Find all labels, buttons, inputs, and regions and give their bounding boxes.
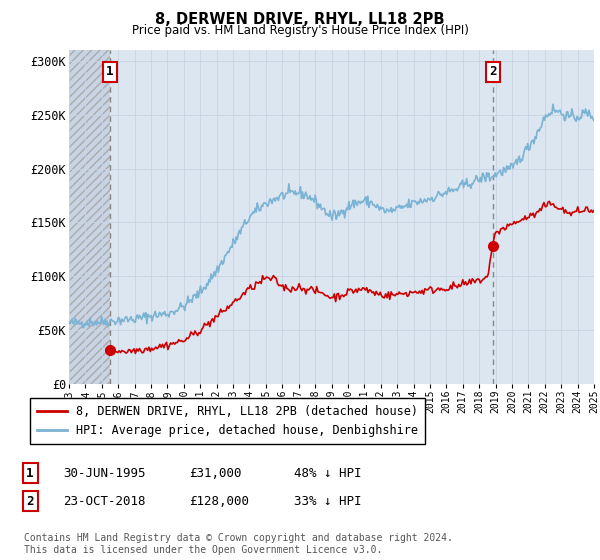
Text: Price paid vs. HM Land Registry's House Price Index (HPI): Price paid vs. HM Land Registry's House … [131,24,469,37]
Text: 1: 1 [106,66,114,78]
Text: 33% ↓ HPI: 33% ↓ HPI [294,494,361,508]
Text: 2: 2 [26,494,34,508]
Bar [69,50,110,384]
Legend: 8, DERWEN DRIVE, RHYL, LL18 2PB (detached house), HPI: Average price, detached h: 8, DERWEN DRIVE, RHYL, LL18 2PB (detache… [30,398,425,444]
Text: 8, DERWEN DRIVE, RHYL, LL18 2PB: 8, DERWEN DRIVE, RHYL, LL18 2PB [155,12,445,27]
Text: £31,000: £31,000 [189,466,241,480]
Text: 1: 1 [26,466,34,480]
Text: £128,000: £128,000 [189,494,249,508]
Text: 2: 2 [489,66,497,78]
Text: Contains HM Land Registry data © Crown copyright and database right 2024.
This d: Contains HM Land Registry data © Crown c… [24,533,453,555]
Text: 48% ↓ HPI: 48% ↓ HPI [294,466,361,480]
Text: 23-OCT-2018: 23-OCT-2018 [63,494,146,508]
Text: 30-JUN-1995: 30-JUN-1995 [63,466,146,480]
